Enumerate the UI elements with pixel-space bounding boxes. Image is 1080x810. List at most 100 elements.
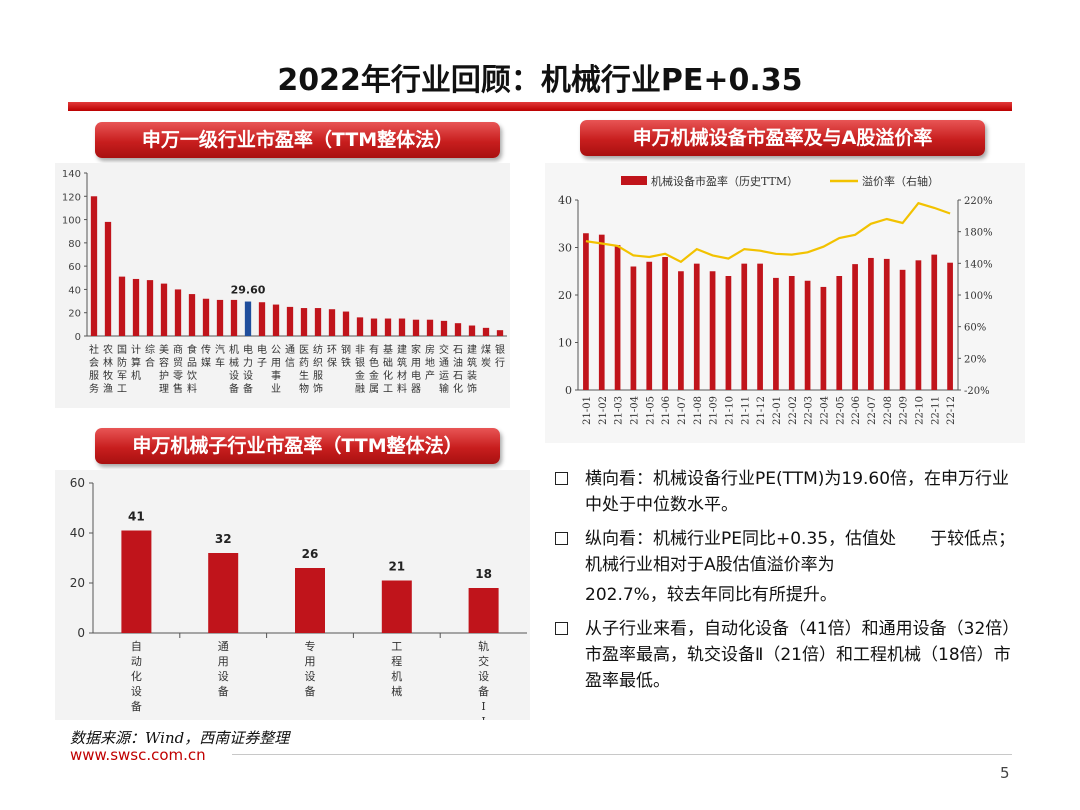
bar [725, 276, 732, 390]
bar [788, 276, 795, 390]
y2-tick-label: 220% [964, 196, 993, 207]
data-label: 41 [128, 510, 145, 524]
bar [244, 301, 252, 336]
x-tick-label: 交通运输 [439, 343, 449, 395]
bar [118, 276, 126, 336]
legend-label-bar: 机械设备市盈率（历史TTM） [651, 174, 798, 188]
x-tick-label: 电力设备 [243, 343, 253, 395]
bar [370, 318, 378, 336]
highlight-data-label: 29.60 [231, 284, 266, 297]
x-tick-label: 纺织服饰 [313, 343, 323, 395]
x-tick-label: 工程机械 [391, 640, 402, 698]
x-tick-label: 通信 [285, 344, 295, 369]
page-title: 2022年行业回顾：机械行业PE+0.35 [277, 63, 803, 98]
y-tick-label: 20 [70, 576, 85, 590]
footer-divider [232, 754, 1012, 755]
x-tick-label: 美容护理 [159, 343, 169, 395]
bar [104, 221, 112, 336]
y-tick-label: 60 [70, 476, 85, 490]
bar [836, 276, 843, 390]
bar [931, 254, 938, 390]
bar [300, 308, 308, 336]
x-tick-label: 食品饮料 [187, 343, 197, 395]
x-tick-label: 21-04 [629, 396, 640, 425]
checkbox-bullet-icon [555, 472, 568, 485]
bar [883, 258, 890, 390]
y-tick-label: 0 [75, 332, 81, 343]
checkbox-bullet-icon [555, 622, 568, 635]
x-tick-label: 22-06 [851, 396, 862, 425]
bar [132, 278, 140, 336]
bar [598, 234, 605, 390]
bar [709, 271, 716, 390]
bar [646, 261, 653, 390]
chart-sw-l1-panel: 0 20 40 60 80 100 120 140 社会服务 农林牧渔 国防军工 计算机 综合 美容护理商… [55, 163, 510, 408]
x-tick-label: 计算机 [131, 343, 141, 382]
bullet-item: 纵向看：机械行业PE同比+0.35，估值处 于较低点；机械行业相对于A股估值溢价… [553, 526, 1018, 578]
y-tick-label: 40 [558, 194, 572, 207]
x-tick-label: 汽车 [215, 343, 225, 369]
title-divider [68, 102, 1012, 111]
y-tick-label: 0 [565, 384, 572, 397]
x-tick-label: 22-05 [835, 396, 846, 425]
x-tick-label: 传媒 [201, 344, 211, 369]
y-tick-label: 0 [77, 626, 85, 640]
bar [384, 318, 392, 336]
x-tick-label: 农林牧渔 [103, 343, 113, 395]
bar [230, 299, 238, 336]
y-tick-label: 60 [68, 262, 81, 273]
bar [482, 327, 490, 336]
x-tick-label: 轨交设备II [478, 639, 489, 720]
y-tick-label: 30 [558, 242, 572, 255]
premium-line [585, 201, 951, 264]
x-tick-label: 21-11 [740, 396, 751, 425]
x-tick-label: 22-07 [867, 396, 878, 425]
bar [160, 283, 168, 336]
x-tick-label: 公用事业 [271, 345, 281, 395]
bar [899, 269, 906, 390]
bar [678, 271, 684, 390]
x-tick-label: 建筑材料 [397, 343, 407, 395]
website-link[interactable]: www.swsc.com.cn [70, 746, 206, 764]
bullet-item: 横向看：机械设备行业PE(TTM)为19.60倍，在申万行业中处于中位数水平。 [553, 466, 1018, 518]
x-tick-label: 钢铁 [341, 343, 351, 369]
x-tick-label: 综合 [145, 343, 155, 369]
section-header-sub-pe: 申万机械子行业市盈率（TTM整体法） [95, 428, 500, 464]
bar [412, 319, 420, 336]
bullet-continuation: 202.7%，较去年同比有所提升。 [585, 585, 837, 605]
bar [773, 277, 779, 390]
y-tick-label: 120 [62, 192, 81, 203]
y2-tick-label: 60% [964, 323, 986, 334]
x-tick-label: 非银金融 [355, 344, 365, 395]
bar [216, 299, 224, 336]
x-tick-label: 22-02 [788, 396, 799, 425]
y-tick-label: 40 [70, 526, 85, 540]
y-tick-label: 20 [558, 289, 572, 302]
x-tick-label: 家用电器 [411, 343, 421, 395]
x-tick-label: 国防军工 [117, 344, 127, 395]
x-tick-label: 21-06 [661, 396, 672, 425]
bar [121, 530, 152, 633]
bar [614, 245, 621, 390]
x-tick-label: 有色金属 [369, 343, 379, 395]
x-tick-label: 21-03 [614, 396, 625, 425]
bar [328, 309, 336, 336]
bar [356, 317, 364, 336]
y2-tick-label: -20% [964, 386, 990, 397]
bar [398, 318, 406, 336]
legend-label-line: 溢价率（右轴） [862, 174, 939, 188]
y-tick-label: 10 [558, 337, 572, 350]
x-tick-label: 21-10 [724, 396, 735, 425]
x-tick-label: 通用设备 [218, 640, 229, 698]
chart-sub-pe-panel: 0 20 40 60 41 自动化设备 32 通用设备 26 专用设备 21 工程机械 18 轨交设备II [55, 470, 530, 728]
checkbox-bullet-icon [555, 532, 568, 545]
section-header-mech-pe: 申万机械设备市盈率及与A股溢价率 [580, 120, 985, 156]
x-tick-label: 21-05 [645, 396, 656, 425]
data-label: 21 [388, 560, 405, 574]
bar [947, 262, 953, 390]
x-tick-label: 机械设备 [229, 343, 239, 395]
bar [381, 580, 412, 633]
bar [440, 320, 448, 336]
x-tick-label: 石油石化 [453, 345, 463, 395]
chart-sw-l1: 0 20 40 60 80 100 120 140 社会服务农林牧渔国防军工计算机综合美容护理商… [62, 169, 507, 395]
